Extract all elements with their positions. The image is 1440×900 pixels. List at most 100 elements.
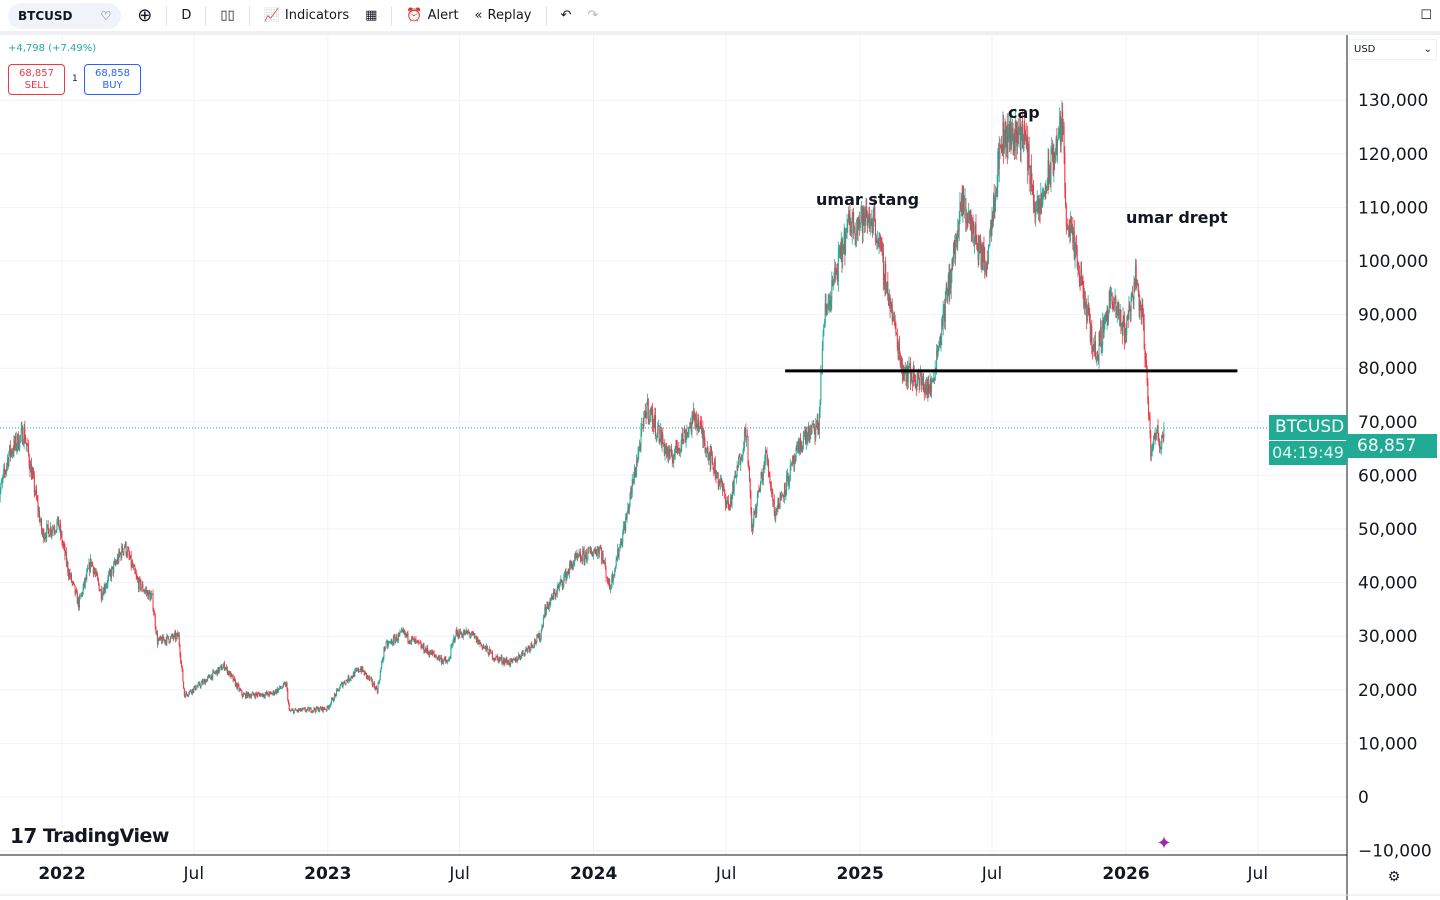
candle-body (883, 279, 885, 286)
replay-button[interactable]: «Replay (467, 2, 540, 30)
candle-body (404, 630, 406, 635)
candle-body (740, 459, 742, 465)
candle-body (814, 432, 816, 439)
chart-type-button[interactable]: ▯▯ (212, 2, 242, 30)
price-tick-label: 110,000 (1358, 198, 1428, 218)
candle-body (848, 213, 850, 222)
candle-body (831, 280, 833, 301)
candle-body (1043, 191, 1045, 193)
indicators-button[interactable]: 📈 Indicators (256, 2, 357, 30)
candle-body (1145, 359, 1147, 361)
candle-body (638, 446, 640, 454)
price-tick-label: 30,000 (1358, 627, 1417, 647)
candle-body (855, 234, 857, 236)
annotation-umar-stang[interactable]: umar stang (816, 190, 920, 209)
candle-body (466, 629, 468, 634)
sell-button[interactable]: 68,857 SELL (8, 64, 65, 95)
candle-body (890, 302, 892, 310)
watchlist-icon[interactable]: ♡ (100, 8, 112, 23)
candle-body (392, 636, 394, 644)
candle-body (402, 629, 404, 631)
alert-button[interactable]: ⏰ Alert (398, 2, 466, 30)
candle-body (473, 635, 475, 636)
price-tick-label: 80,000 (1358, 359, 1417, 379)
candle-body (456, 629, 458, 635)
candle-body (330, 698, 332, 703)
candle-body (585, 551, 587, 560)
candle-body (872, 222, 874, 233)
candle-body (442, 660, 444, 663)
tradingview-logo[interactable]: 𝟭𝟳 TradingView (10, 824, 169, 848)
candle-body (54, 530, 56, 532)
candle-body (1024, 132, 1026, 137)
candle-body (1112, 304, 1114, 307)
buy-button[interactable]: 68,858 BUY (84, 64, 141, 95)
candle-body (702, 427, 704, 441)
candle-body (754, 510, 756, 514)
candle-body (25, 442, 27, 445)
candle-body (821, 348, 823, 373)
candle-body (416, 640, 418, 642)
candle-body (734, 475, 736, 478)
candle-body (976, 243, 978, 245)
candle-body (845, 234, 847, 255)
candle-body (719, 481, 721, 484)
annotation-cap[interactable]: cap (1008, 103, 1040, 122)
candle-body (1145, 360, 1147, 366)
compare-button[interactable]: ⊕ (129, 2, 160, 30)
candle-body (931, 381, 933, 383)
candle-body (448, 659, 450, 662)
candle-body (866, 209, 868, 218)
candle-body (178, 634, 180, 646)
redo-button[interactable]: ↷ (579, 2, 606, 30)
candle-body (517, 659, 519, 661)
candle-body (911, 376, 913, 382)
candle-body (529, 647, 531, 651)
candle-body (622, 526, 624, 533)
candle-body (207, 676, 209, 680)
candle-body (738, 456, 740, 458)
candle-body (295, 709, 297, 711)
symbol-search[interactable]: BTCUSD ♡ (8, 2, 122, 29)
candle-body (227, 671, 229, 674)
currency-select[interactable]: USD ⌄ (1349, 39, 1437, 60)
candle-body (614, 566, 616, 569)
candle-body (916, 380, 918, 390)
candle-body (140, 587, 142, 590)
candle-body (942, 308, 944, 326)
candle-body (435, 656, 437, 658)
fullscreen-button[interactable]: ☐ (1412, 2, 1440, 30)
candle-body (1054, 154, 1056, 160)
candle-body (1096, 352, 1098, 358)
candle-body (644, 410, 646, 412)
candle-body (191, 691, 193, 694)
candle-body (162, 635, 164, 644)
settings-icon[interactable]: ⚙ (1388, 869, 1401, 885)
candle-body (394, 636, 396, 643)
annotation-umar-drept[interactable]: umar drept (1126, 208, 1228, 227)
candle-body (1062, 111, 1064, 135)
candle-body (152, 593, 154, 610)
candle-body (166, 635, 168, 644)
candle-body (134, 566, 136, 572)
candle-body (860, 215, 862, 223)
candle-body (533, 645, 535, 647)
layouts-button[interactable]: ▦ (357, 2, 385, 30)
candle-body (760, 472, 762, 483)
candle-body (326, 706, 328, 711)
candle-body (999, 144, 1001, 148)
candle-body (858, 219, 860, 225)
candle-body (156, 632, 158, 634)
candle-body (1018, 133, 1020, 135)
candle-body (488, 654, 490, 656)
candle-body (141, 584, 143, 588)
candle-body (1052, 155, 1054, 174)
interval-button[interactable]: D (173, 2, 199, 30)
candle-body (856, 218, 858, 230)
undo-button[interactable]: ↶ (553, 2, 580, 30)
candle-body (735, 475, 737, 478)
candle-body (694, 412, 696, 423)
candle-body (285, 683, 287, 687)
candle-body (869, 224, 871, 230)
